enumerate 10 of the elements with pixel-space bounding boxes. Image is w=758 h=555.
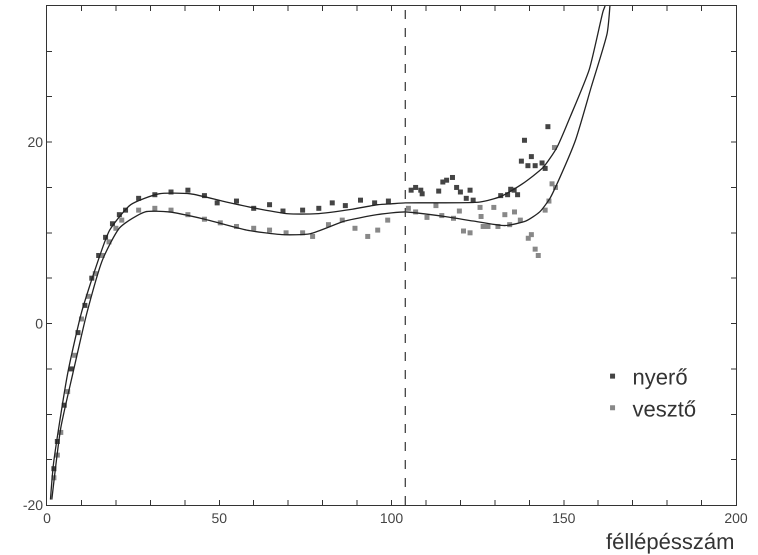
x-tick-label: 100 [380,510,404,526]
legend-label: vesztő [632,396,696,422]
y-tick-label: -20 [22,496,44,513]
x-tick-label: 150 [552,510,576,526]
x-tick-label: 200 [724,510,748,526]
x-axis-title: féllépésszám [606,529,734,554]
y-tick-label: 0 [35,315,44,332]
x-tick-label: 50 [211,510,228,526]
legend-label: nyerő [632,364,688,390]
y-tick-label: 20 [28,134,44,150]
